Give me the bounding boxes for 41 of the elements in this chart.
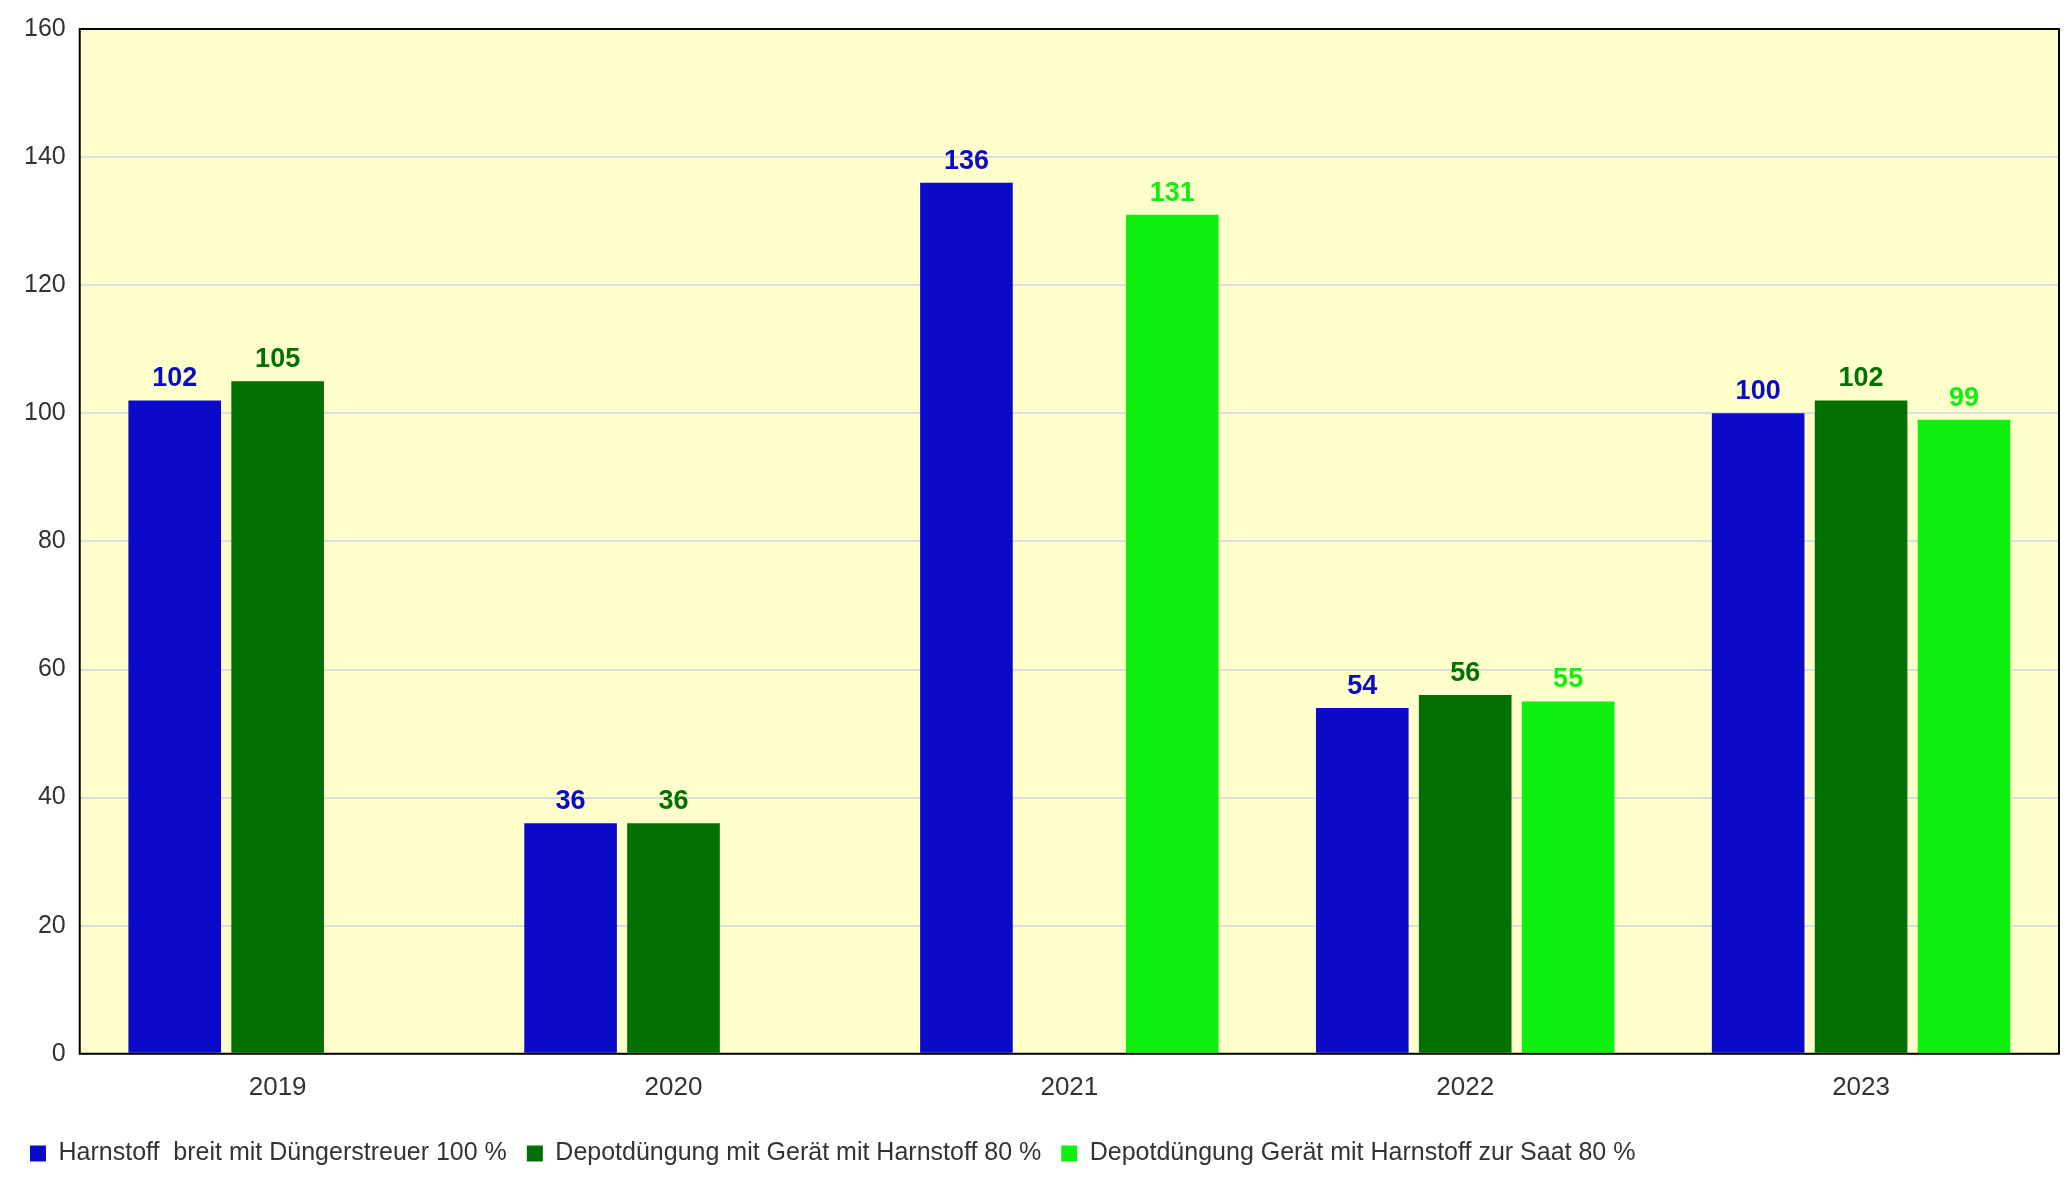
y-tick-label: 140 (23, 140, 66, 169)
legend-label: Depotdüngung Gerät mit Harnstoff zur Saat 80 % (1089, 1137, 1636, 1166)
bar (231, 381, 324, 1053)
x-tick-label: 2022 (1436, 1070, 1495, 1101)
data-label: 102 (152, 362, 198, 393)
data-label: 36 (658, 785, 689, 816)
data-label: 99 (1948, 381, 1980, 412)
x-tick-label: 2023 (1832, 1070, 1890, 1101)
y-tick-label: 80 (37, 525, 66, 554)
bar (128, 400, 222, 1053)
legend-label: Harnstoff breit mit Düngerstreuer 100 % (58, 1137, 507, 1166)
bar (1711, 413, 1805, 1053)
data-label: 56 (1450, 657, 1481, 688)
x-tick-label: 2020 (644, 1070, 703, 1101)
data-label: 105 (255, 343, 301, 374)
bar (524, 823, 617, 1053)
bar (627, 823, 720, 1053)
y-tick-label: 20 (37, 909, 66, 938)
bar (1418, 695, 1512, 1053)
data-label: 100 (1735, 375, 1781, 406)
bar (1917, 419, 2011, 1053)
data-label: 54 (1347, 669, 1378, 700)
bar (1125, 214, 1219, 1053)
y-tick-label: 60 (37, 653, 66, 682)
legend-label: Depotdüngung mit Gerät mit Harnstoff 80 % (555, 1137, 1042, 1166)
bar (1521, 701, 1615, 1053)
y-tick-label: 120 (23, 269, 66, 298)
y-tick-label: 160 (23, 12, 66, 41)
bar (1315, 707, 1409, 1053)
data-label: 55 (1553, 663, 1584, 694)
x-tick-label: 2021 (1040, 1070, 1099, 1101)
data-label: 136 (943, 144, 989, 175)
bar (920, 182, 1013, 1053)
data-label: 36 (555, 785, 586, 816)
data-label: 102 (1838, 362, 1884, 393)
data-label: 131 (1149, 176, 1195, 207)
y-tick-label: 0 (51, 1037, 66, 1066)
bar (1814, 400, 1908, 1053)
y-tick-label: 40 (37, 781, 66, 810)
x-tick-label: 2019 (248, 1070, 307, 1101)
y-tick-label: 100 (23, 397, 66, 426)
